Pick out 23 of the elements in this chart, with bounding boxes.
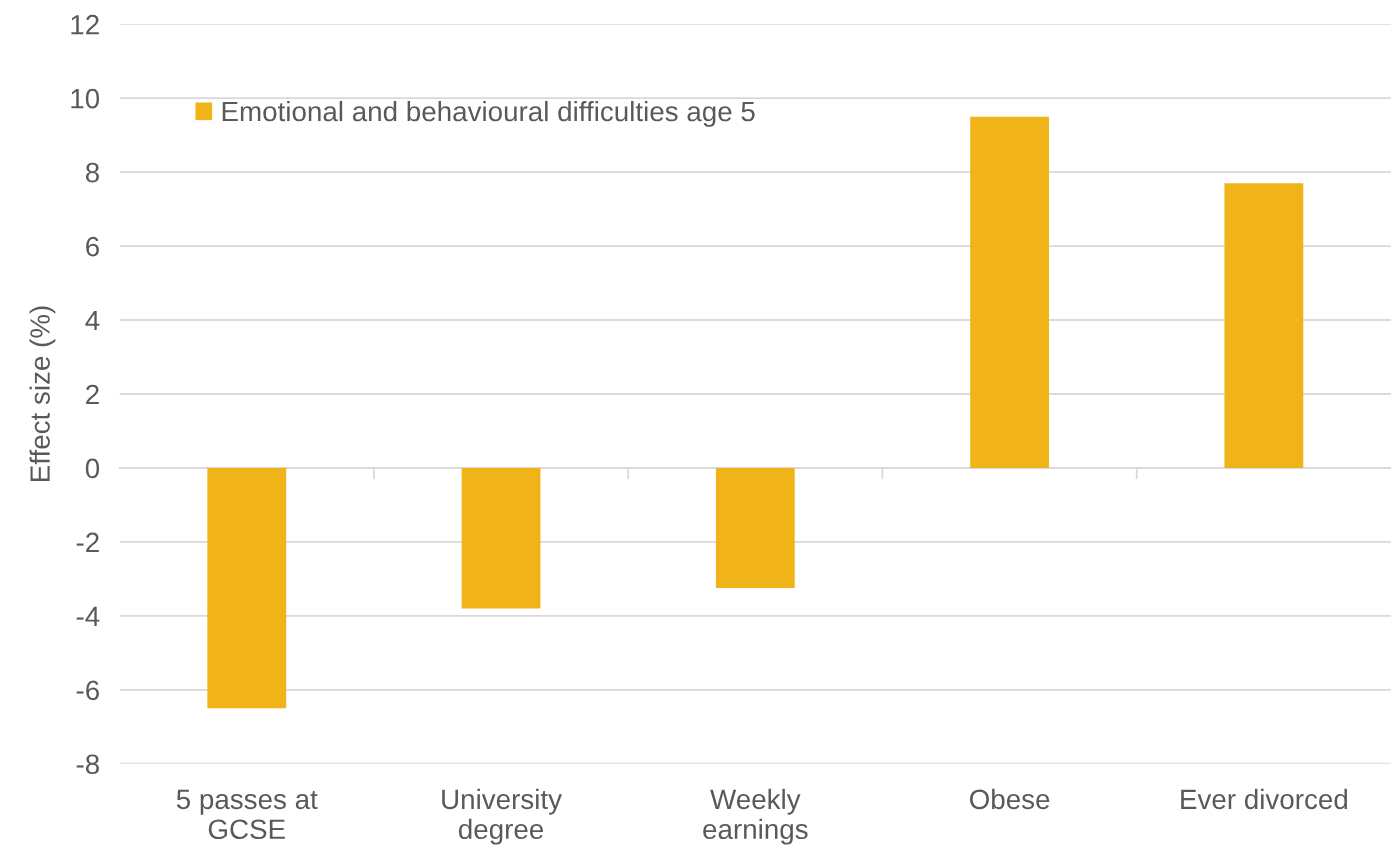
y-tick-label: 2 [86, 384, 99, 405]
bar [715, 467, 795, 589]
y-tick-label: -2 [76, 532, 99, 552]
y-tick-label: -8 [76, 754, 99, 775]
y-tick-label: 10 [71, 88, 100, 109]
bar [207, 467, 287, 709]
legend-label: Emotional and behavioural difficulties age 5 [222, 100, 755, 127]
y-tick-label: -6 [76, 680, 99, 701]
bar [970, 116, 1049, 468]
y-tick-label: 8 [85, 162, 99, 183]
y-tick-label: 6 [86, 236, 99, 257]
x-tick-label: Ever divorced [1181, 788, 1347, 810]
y-tick-label: 12 [71, 14, 99, 35]
x-tick-label: Weekly earnings [703, 788, 808, 845]
bar [461, 467, 541, 609]
y-tick-label: 4 [85, 310, 100, 331]
x-tick-label: 5 passes at GCSE [176, 789, 318, 840]
y-tick-label: -4 [76, 606, 100, 626]
y-axis-title: Effect size (%) [29, 306, 56, 481]
x-tick-label: University degree [442, 788, 562, 845]
bar [1224, 183, 1304, 468]
y-tick-label: 0 [85, 458, 100, 479]
x-tick-label: Obese [969, 788, 1050, 810]
